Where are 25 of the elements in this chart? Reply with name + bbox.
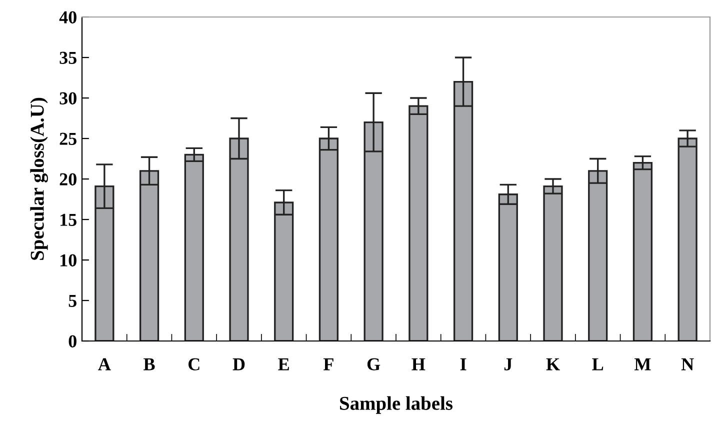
y-tick-label: 25 (60, 132, 76, 145)
x-tick-label: J (504, 358, 512, 370)
y-tick-label: 35 (60, 52, 76, 64)
y-tick-label: 40 (59, 11, 76, 24)
y-tick-label: 5 (68, 294, 76, 307)
x-tick-label: M (634, 358, 651, 370)
x-tick-label: I (460, 358, 466, 370)
x-tick-label: E (278, 358, 289, 370)
y-tick-label: 30 (60, 92, 76, 104)
y-axis-title: Specular gloss(A.U) (30, 98, 48, 260)
x-tick-label: H (412, 358, 426, 370)
x-tick-label: D (232, 358, 245, 370)
x-tick-label: L (592, 358, 604, 370)
x-tick-label: B (144, 358, 155, 370)
y-tick-label: 0 (68, 335, 76, 348)
x-tick-label: N (681, 358, 694, 370)
x-tick-label: K (546, 358, 560, 370)
y-tick-label: 20 (60, 173, 76, 186)
y-tick-label: 15 (60, 214, 76, 226)
x-tick-label: A (98, 358, 111, 370)
x-tick-label: C (188, 358, 200, 370)
x-tick-label: F (324, 358, 334, 370)
x-axis-title: Sample labels (340, 396, 453, 414)
y-tick-label: 10 (60, 254, 76, 266)
x-tick-label: G (367, 358, 380, 370)
